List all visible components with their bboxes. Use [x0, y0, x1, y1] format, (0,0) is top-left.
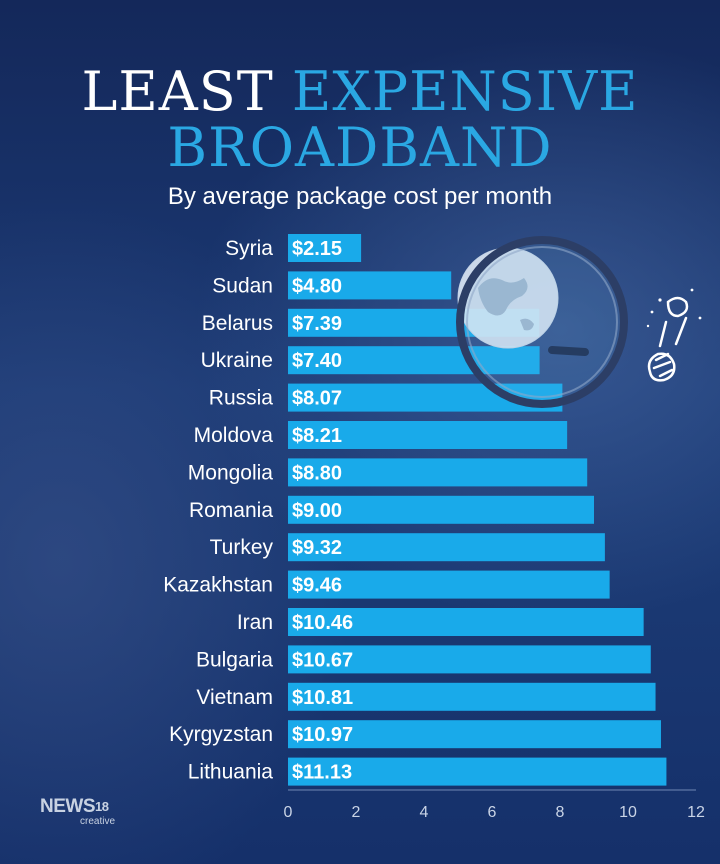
category-label: Kazakhstan	[163, 574, 273, 597]
x-tick-label: 4	[420, 804, 429, 821]
logo-brand: NEWS	[40, 796, 96, 817]
x-axis-group: 0 2 4 6 8 10 12	[284, 789, 705, 821]
data-label: $9.32	[292, 537, 342, 559]
title-line-1: LEAST EXPENSIVE	[0, 64, 720, 120]
bar-romania	[288, 495, 594, 524]
bar-kyrgyzstan	[288, 720, 661, 749]
data-label: $10.67	[292, 649, 353, 671]
news18-logo: NEWS18 creative	[40, 797, 115, 827]
category-label: Ukraine	[201, 349, 273, 372]
x-tick-label: 2	[352, 804, 361, 821]
title-word-least: LEAST	[81, 60, 274, 123]
category-label: Vietnam	[196, 686, 273, 709]
data-label: $2.15	[292, 238, 342, 260]
data-label: $9.00	[292, 500, 342, 522]
x-tick-label: 10	[619, 804, 637, 821]
category-labels-group: Syria Sudan Belarus Ukraine Russia Moldova Mon…	[163, 237, 273, 784]
logo-main-text: NEWS18	[40, 797, 115, 817]
bar-ukraine	[288, 346, 540, 375]
category-label: Syria	[225, 237, 273, 260]
data-label: $8.07	[292, 388, 342, 410]
data-label: $4.80	[292, 275, 342, 297]
bar-iran	[288, 608, 644, 636]
bar-lithuania	[288, 757, 667, 786]
bar-mongolia	[288, 458, 588, 487]
data-label: $10.46	[292, 612, 353, 634]
data-label: $11.13	[292, 762, 352, 784]
category-label: Kyrgyzstan	[169, 723, 273, 746]
bar-moldova	[288, 421, 568, 449]
category-label: Russia	[209, 387, 274, 410]
data-label: $10.97	[292, 724, 353, 746]
x-tick-label: 0	[284, 804, 293, 821]
category-label: Belarus	[202, 312, 273, 335]
data-label: $9.46	[292, 575, 342, 597]
bar-bulgaria	[288, 645, 651, 674]
title-line-2: BROADBAND	[167, 116, 553, 179]
globe-magnifier-icon	[456, 236, 702, 408]
bar-syria	[288, 234, 362, 262]
title-word-expensive: EXPENSIVE	[291, 60, 639, 123]
bar-sudan	[288, 271, 452, 300]
x-tick-label: 12	[687, 804, 705, 821]
logo-number: 18	[95, 799, 109, 814]
category-label: Bulgaria	[196, 648, 273, 671]
category-label: Romania	[189, 499, 273, 522]
subtitle: By average package cost per month	[167, 183, 553, 210]
category-label: Mongolia	[188, 461, 274, 484]
data-label: $7.40	[292, 350, 342, 372]
x-tick-label: 6	[488, 804, 497, 821]
logo-tagline: creative	[80, 816, 116, 827]
bars-group: $2.15 $4.80 $7.39 $7.40 $8.07 $8.21 $8.80 $9.00…	[288, 234, 667, 786]
x-tick-label: 8	[556, 804, 565, 821]
category-label: Turkey	[210, 536, 274, 559]
bar-vietnam	[288, 682, 656, 711]
data-label: $8.80	[292, 462, 342, 484]
category-label: Lithuania	[188, 761, 274, 784]
bar-kazakhstan	[288, 570, 610, 599]
data-label: $10.81	[292, 687, 353, 709]
category-label: Moldova	[194, 424, 274, 447]
category-label: Sudan	[212, 274, 273, 297]
data-label: $8.21	[292, 425, 342, 447]
category-label: Iran	[237, 611, 273, 634]
data-label: $7.39	[292, 313, 342, 335]
bar-turkey	[288, 533, 605, 562]
